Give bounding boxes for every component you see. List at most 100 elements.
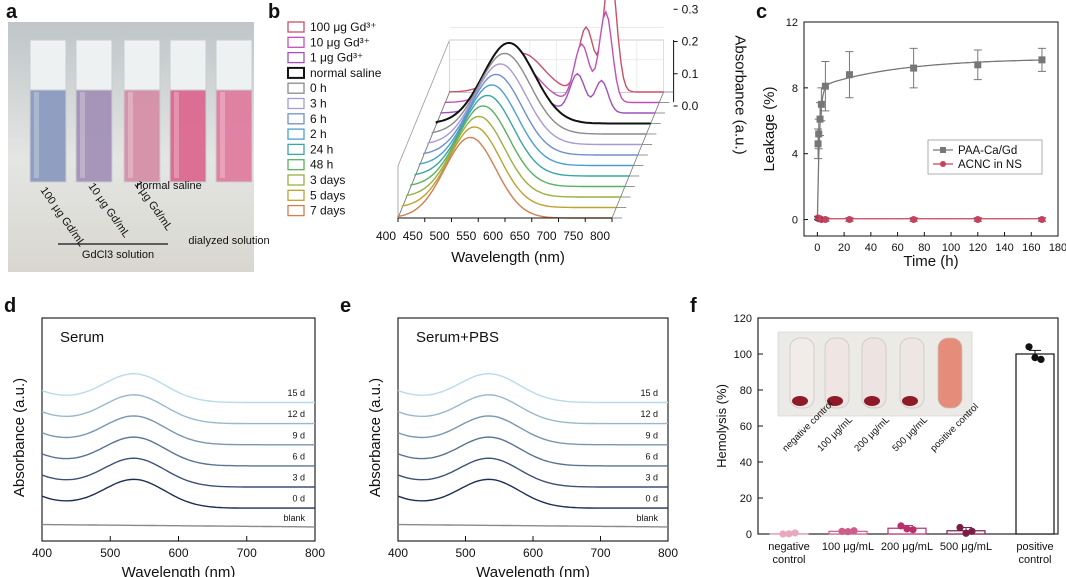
c-x-tick-label: 120 bbox=[969, 242, 987, 254]
c-x-tick-label: 140 bbox=[995, 242, 1013, 254]
c-x-tick-label: 160 bbox=[1022, 242, 1040, 254]
panel-d-x-tick-label: 800 bbox=[305, 546, 325, 560]
vial-highlight bbox=[80, 92, 85, 178]
c-x-tick-label: 80 bbox=[918, 242, 930, 254]
panel-d-x-tick-label: 400 bbox=[32, 546, 52, 560]
panel-d-series-line bbox=[42, 523, 315, 528]
c-point-circle bbox=[1038, 216, 1046, 224]
b-x-tick-label: 750 bbox=[563, 229, 583, 243]
b-y-tick-label: 0.3 bbox=[682, 2, 699, 16]
b-legend-label: 1 μg Gd³⁺ bbox=[310, 51, 363, 65]
b-x-axis-title: Wavelength (nm) bbox=[451, 249, 565, 266]
f-data-point bbox=[897, 522, 905, 530]
c-point-square bbox=[1038, 56, 1046, 64]
c-legend-marker bbox=[940, 161, 946, 167]
c-point-circle bbox=[821, 216, 829, 224]
f-data-point bbox=[1031, 354, 1039, 362]
panel-e-series-line bbox=[397, 415, 668, 446]
c-x-tick-label: 40 bbox=[865, 242, 877, 254]
f-inset-pellet bbox=[864, 396, 880, 406]
c-x-tick-label: 60 bbox=[891, 242, 903, 254]
f-inset-pellet bbox=[827, 396, 843, 406]
b-x-tick-label: 550 bbox=[456, 229, 476, 243]
b-legend-label: 2 h bbox=[310, 127, 327, 141]
panel-letter-e: e bbox=[340, 295, 351, 317]
vial-liquid bbox=[75, 89, 113, 183]
vial-liquid bbox=[29, 89, 67, 183]
f-inset-tube bbox=[937, 337, 963, 409]
normal-saline-text: normal saline bbox=[136, 180, 201, 192]
b-legend-swatch bbox=[287, 143, 305, 156]
f-data-point bbox=[850, 527, 858, 535]
f-data-point bbox=[791, 529, 799, 537]
f-data-point bbox=[844, 528, 852, 536]
f-inset-tube bbox=[899, 337, 925, 409]
f-inset-label: 200 μg/mL bbox=[852, 414, 892, 454]
panel-d-chart: 400 500 600 700 800 Wavelength (nm) Absorbance… bbox=[11, 317, 325, 577]
f-x-tick-label: control bbox=[772, 554, 805, 566]
vial-top bbox=[215, 39, 253, 91]
f-x-tick-label: positive bbox=[1016, 541, 1053, 553]
vial-highlight bbox=[34, 92, 39, 178]
group-label: GdCl3 solution bbox=[82, 249, 154, 261]
b-legend-label: 6 h bbox=[310, 112, 327, 126]
panel-c-chart: 0 20 40 60 80 100 120 140 160 180 0 4 8 12 Time (h) Lea… bbox=[761, 17, 1066, 270]
panel-e-series-line bbox=[397, 372, 668, 404]
b-x-tick-label: 650 bbox=[510, 229, 530, 243]
f-data-point bbox=[956, 523, 964, 532]
panel-d-series-line bbox=[41, 372, 315, 404]
f-x-tick-label: 500 μg/mL bbox=[940, 541, 992, 553]
f-data-point bbox=[909, 526, 917, 534]
f-data-point bbox=[1037, 355, 1045, 363]
vial-group bbox=[29, 39, 253, 183]
panel-d-series-label: 15 d bbox=[287, 388, 305, 398]
panel-d-series-line bbox=[41, 478, 315, 509]
dialyzed-text: dialyzed solution bbox=[188, 235, 269, 247]
b-legend-label: 10 μg Gd³⁺ bbox=[310, 35, 370, 49]
b-legend-swatch bbox=[287, 51, 305, 64]
f-x-tick-label: negative bbox=[768, 541, 810, 553]
panel-d-series-label: 0 d bbox=[292, 494, 305, 504]
panel-e-x-tick-label: 600 bbox=[523, 546, 543, 560]
b-legend-swatch bbox=[287, 159, 305, 171]
c-point-circle bbox=[974, 216, 982, 224]
b-legend-label: 48 h bbox=[310, 158, 333, 172]
b-legend-swatch bbox=[287, 66, 305, 79]
panel-e-x-tick-label: 400 bbox=[388, 546, 408, 560]
panel-d-series-line bbox=[41, 436, 315, 467]
f-x-tick-label: 100 μg/mL bbox=[822, 541, 874, 553]
f-data-point bbox=[962, 529, 970, 537]
vial-liquid bbox=[169, 89, 207, 183]
panel-e-series-line bbox=[397, 478, 668, 509]
f-x-tick-label: control bbox=[1018, 554, 1051, 566]
b-legend-swatch bbox=[287, 204, 305, 217]
b-x-tick-label: 800 bbox=[590, 229, 610, 243]
c-point-square bbox=[815, 130, 823, 138]
panel-d-series-line bbox=[41, 457, 315, 488]
b-legend-label: normal saline bbox=[310, 66, 382, 80]
b-legend-swatch bbox=[287, 82, 305, 94]
c-x-tick-label: 20 bbox=[838, 242, 850, 254]
c-x-tick-label: 180 bbox=[1049, 242, 1066, 254]
f-data-point bbox=[968, 527, 976, 535]
f-y-tick-label: 100 bbox=[734, 349, 752, 361]
panel-e-series-line bbox=[398, 523, 668, 528]
vial-liquid bbox=[215, 89, 253, 183]
b-y-tick-label: 0.0 bbox=[682, 99, 699, 113]
panel-d-x-axis-title: Wavelength (nm) bbox=[122, 564, 236, 577]
c-point-square bbox=[974, 61, 982, 69]
vial-top bbox=[169, 39, 207, 91]
panel-e-series-label: 6 d bbox=[645, 451, 658, 461]
vial-highlight bbox=[220, 92, 225, 178]
c-point-square bbox=[814, 140, 822, 148]
c-x-axis-title: Time (h) bbox=[903, 253, 958, 270]
panel-d-series-label: 6 d bbox=[292, 451, 305, 461]
panel-e-x-tick-label: 800 bbox=[658, 546, 678, 560]
panel-e-series-label: blank bbox=[636, 513, 658, 523]
c-point-square bbox=[845, 71, 853, 79]
b-legend-label: 5 days bbox=[310, 188, 345, 202]
panel-d-x-tick-label: 700 bbox=[237, 546, 257, 560]
f-y-tick-label: 20 bbox=[740, 493, 752, 505]
panel-d-x-tick-label: 500 bbox=[100, 546, 120, 560]
b-legend-label: 100 μg Gd³⁺ bbox=[310, 20, 377, 34]
